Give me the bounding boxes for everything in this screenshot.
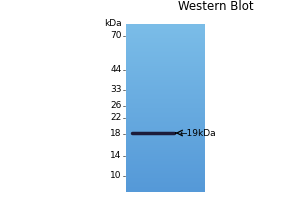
Text: 44: 44 — [110, 66, 122, 74]
Text: kDa: kDa — [104, 20, 122, 28]
Text: 33: 33 — [110, 85, 122, 94]
Text: 26: 26 — [110, 102, 122, 110]
Text: 18: 18 — [110, 130, 122, 138]
Text: 14: 14 — [110, 152, 122, 160]
Text: 70: 70 — [110, 31, 122, 40]
Text: 22: 22 — [110, 114, 122, 122]
Text: Western Blot: Western Blot — [178, 0, 254, 13]
Text: 10: 10 — [110, 171, 122, 180]
Text: ←19kDa: ←19kDa — [180, 129, 217, 138]
